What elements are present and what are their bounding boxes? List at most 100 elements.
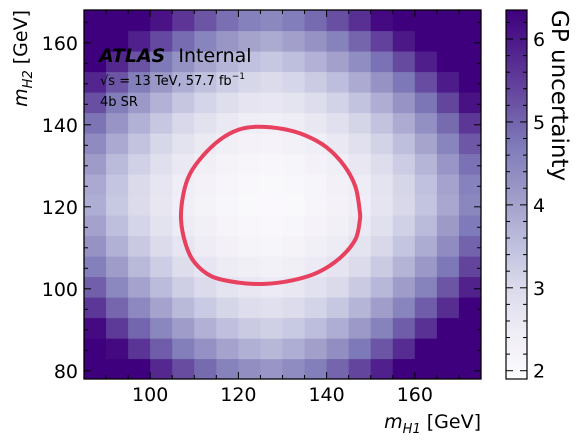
heatmap-cell xyxy=(304,358,328,379)
heatmap-cell xyxy=(128,317,151,339)
heatmap-cell xyxy=(238,215,262,237)
heatmap-cell xyxy=(84,10,107,32)
heatmap-cell xyxy=(238,153,262,175)
heatmap-cell xyxy=(260,235,284,257)
heatmap-cell xyxy=(128,297,151,319)
axis-ticks xyxy=(83,10,482,379)
heatmap-cell xyxy=(326,235,350,257)
heatmap-cell xyxy=(194,215,217,237)
heatmap-cell xyxy=(414,71,438,93)
colorbar-tick-label: 3 xyxy=(533,278,545,300)
heatmap-cell xyxy=(238,10,262,32)
heatmap-cell xyxy=(106,133,129,155)
heatmap-cell xyxy=(282,10,306,32)
heatmap-cell xyxy=(458,133,481,155)
heatmap-cell xyxy=(84,71,107,93)
heatmap-cell xyxy=(458,51,481,73)
heatmap-cell xyxy=(370,358,394,379)
heatmap-cell xyxy=(458,338,481,360)
heatmap-cell xyxy=(392,92,416,114)
heatmap-cell xyxy=(458,235,481,257)
heatmap-cell xyxy=(260,358,284,379)
heatmap-cell xyxy=(370,30,394,52)
x-axis-title: mH1 [GeV] xyxy=(384,411,481,437)
heatmap-cell xyxy=(260,215,284,237)
heatmap-cell xyxy=(172,112,195,134)
heatmap-cell xyxy=(414,10,438,32)
heatmap-cell xyxy=(304,153,328,175)
heatmap-cell xyxy=(370,276,394,298)
heatmap-cell xyxy=(194,297,217,319)
heatmap-cell xyxy=(172,338,195,360)
heatmap-cell xyxy=(260,338,284,360)
heatmap-cell xyxy=(326,276,350,298)
heatmap-cell xyxy=(392,51,416,73)
heatmap-cell xyxy=(326,297,350,319)
heatmap-cell xyxy=(150,276,173,298)
heatmap-cell xyxy=(370,215,394,237)
heatmap-cell xyxy=(458,30,481,52)
colorbar-gradient xyxy=(505,9,528,380)
heatmap-cell xyxy=(260,133,284,155)
heatmap-cell xyxy=(282,256,306,278)
heatmap-cell xyxy=(414,297,438,319)
heatmap-cell xyxy=(348,297,372,319)
y-tick-label: 80 xyxy=(54,361,78,383)
heatmap-cell xyxy=(128,92,151,114)
heatmap-cell xyxy=(84,112,107,134)
heatmap-cell xyxy=(84,256,107,278)
colorbar-tick-label: 4 xyxy=(533,195,545,217)
heatmap-cell xyxy=(326,51,350,73)
region-label: 4b SR xyxy=(100,95,138,110)
heatmap-cell xyxy=(304,317,328,339)
heatmap-cell xyxy=(194,92,217,114)
heatmap-cell xyxy=(282,92,306,114)
heatmap-cell xyxy=(194,358,217,379)
heatmap-cell xyxy=(128,194,151,216)
y-tick-label: 100 xyxy=(42,279,78,301)
heatmap-cell xyxy=(436,215,460,237)
heatmap-cell xyxy=(150,174,173,196)
y-tick-label: 120 xyxy=(42,197,78,219)
heatmap-cell xyxy=(194,235,217,257)
atlas-label: ATLAS Internal xyxy=(97,45,252,67)
heatmap-cell xyxy=(304,112,328,134)
x-tick-labels: 100 120 140 160 xyxy=(132,384,433,406)
heatmap-cell xyxy=(370,235,394,257)
heatmap-cell xyxy=(260,10,284,32)
heatmap-cell xyxy=(238,174,262,196)
heatmap-cell xyxy=(458,297,481,319)
heatmap-cell xyxy=(128,112,151,134)
heatmap-cell xyxy=(238,338,262,360)
heatmap-cell xyxy=(150,92,173,114)
heatmap-cell xyxy=(304,71,328,93)
heatmap-cell xyxy=(106,297,129,319)
heatmap-cell xyxy=(282,235,306,257)
heatmap-cell xyxy=(238,30,262,52)
heatmap-cell xyxy=(84,297,107,319)
heatmap-cell xyxy=(150,297,173,319)
heatmap-cell xyxy=(348,51,372,73)
heatmap-cell xyxy=(392,358,416,379)
heatmap-cell xyxy=(370,256,394,278)
heatmap-cell xyxy=(172,71,195,93)
heatmap-cell xyxy=(128,30,151,52)
heatmap-cell xyxy=(128,133,151,155)
heatmap-cell xyxy=(414,112,438,134)
heatmap-cell xyxy=(172,276,195,298)
heatmap-cell xyxy=(436,51,460,73)
heatmap-cell xyxy=(414,92,438,114)
heatmap-cell xyxy=(392,153,416,175)
heatmap-cell xyxy=(150,235,173,257)
heatmap-cell xyxy=(436,276,460,298)
colorbar-ticks: 2 3 4 5 6 xyxy=(506,21,545,383)
heatmap-cell xyxy=(348,30,372,52)
heatmap-cell xyxy=(172,153,195,175)
heatmap-cell xyxy=(194,112,217,134)
x-tick-label: 120 xyxy=(220,384,256,406)
heatmap-cell xyxy=(106,276,129,298)
heatmap-cell xyxy=(348,71,372,93)
x-tick-label: 140 xyxy=(308,384,344,406)
heatmap-cell xyxy=(282,71,306,93)
y-tick-label: 160 xyxy=(42,33,78,55)
